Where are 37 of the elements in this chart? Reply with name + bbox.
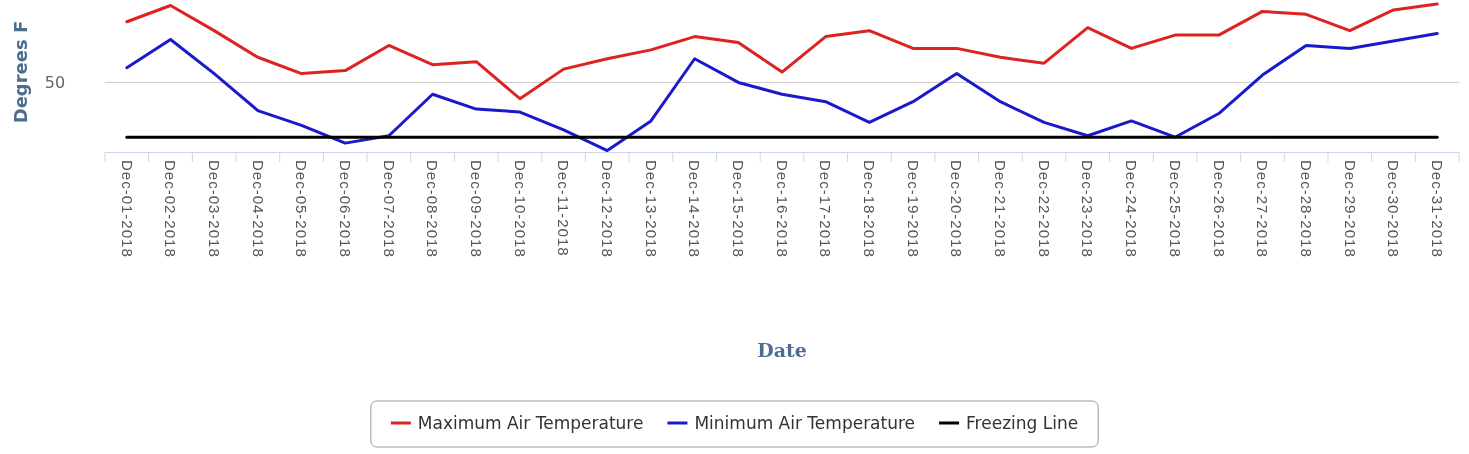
- x-tick-label: Dec-06-2018: [336, 160, 354, 258]
- legend-label: Minimum Air Temperature: [694, 413, 916, 433]
- x-tick-label: Dec-28-2018: [1297, 160, 1315, 258]
- x-tick-label: Dec-23-2018: [1079, 160, 1097, 258]
- x-tick-label: Dec-21-2018: [992, 160, 1010, 258]
- x-tick-label: Dec-10-2018: [511, 160, 529, 258]
- x-tick-label: Dec-17-2018: [817, 160, 835, 258]
- x-tick-label: Dec-14-2018: [686, 160, 704, 258]
- x-tick-label: Dec-30-2018: [1385, 160, 1403, 258]
- x-tick-label: Dec-16-2018: [773, 160, 791, 258]
- x-tick-label: Dec-29-2018: [1341, 160, 1359, 258]
- x-tick-label: Dec-12-2018: [599, 160, 617, 258]
- x-tick-label: Dec-27-2018: [1254, 160, 1272, 258]
- x-tick-label: Dec-09-2018: [468, 160, 486, 258]
- x-tick-label: Dec-18-2018: [861, 160, 879, 258]
- x-tick-label: Dec-01-2018: [118, 160, 136, 258]
- x-tick-label: Dec-19-2018: [904, 160, 922, 258]
- x-tick-label: Dec-13-2018: [642, 160, 660, 258]
- x-tick-label: Dec-08-2018: [424, 160, 442, 258]
- x-tick-label: Dec-22-2018: [1035, 160, 1053, 258]
- x-tick-label: Dec-15-2018: [730, 160, 748, 258]
- x-axis-title: Date: [757, 339, 807, 361]
- x-tick-label: Dec-04-2018: [249, 160, 267, 258]
- x-tick-label: Dec-25-2018: [1166, 160, 1184, 258]
- legend-label: Maximum Air Temperature: [417, 413, 644, 433]
- x-tick-label: Dec-07-2018: [380, 160, 398, 258]
- x-tick-label: Dec-26-2018: [1210, 160, 1228, 258]
- x-tick-label: Dec-24-2018: [1123, 160, 1141, 258]
- y-axis-title: Degrees F: [10, 20, 31, 124]
- x-tick-label: Dec-03-2018: [205, 160, 223, 258]
- x-tick-label: Dec-05-2018: [293, 160, 311, 258]
- text: 50: [44, 73, 66, 93]
- x-tick-label: Dec-02-2018: [162, 160, 180, 258]
- x-tick-label: Dec-20-2018: [948, 160, 966, 258]
- x-tick-label: Dec-11-2018: [555, 160, 573, 257]
- x-tick-label: Dec-31-2018: [1428, 160, 1446, 258]
- legend-label: Freezing Line: [966, 413, 1079, 433]
